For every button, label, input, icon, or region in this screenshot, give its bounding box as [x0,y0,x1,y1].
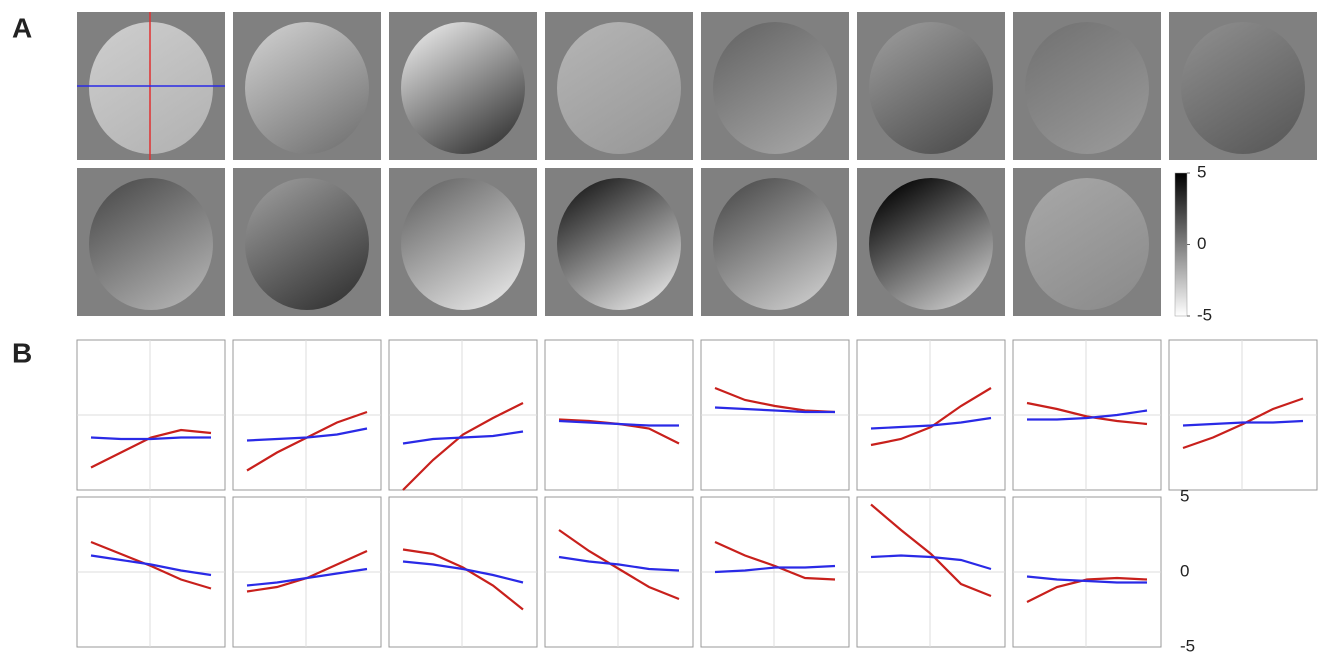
y-tick-label: -5 [1180,636,1195,655]
colorbar [1175,173,1187,316]
phase-disc [869,178,993,310]
phase-disc [713,178,837,310]
phase-disc [401,22,525,154]
phase-disc [89,178,213,310]
colorbar-tick-label: 0 [1197,234,1206,253]
phase-disc [1025,22,1149,154]
phase-disc [245,178,369,310]
y-tick-label: 5 [1180,486,1189,505]
phase-disc [401,178,525,310]
phase-disc [245,22,369,154]
phase-disc [557,22,681,154]
phase-disc [1181,22,1305,154]
phase-disc [557,178,681,310]
phase-disc [713,22,837,154]
colorbar-tick-label: -5 [1197,305,1212,324]
phase-disc [869,22,993,154]
y-tick-label: 0 [1180,561,1189,580]
colorbar-tick-label: 5 [1197,162,1206,181]
phase-disc [1025,178,1149,310]
phase-disc [89,22,213,154]
panel-label: B [12,337,32,368]
figure: A B 5 0 -5 5 0 -5 [0,0,1336,656]
panel-label: A [12,12,32,43]
